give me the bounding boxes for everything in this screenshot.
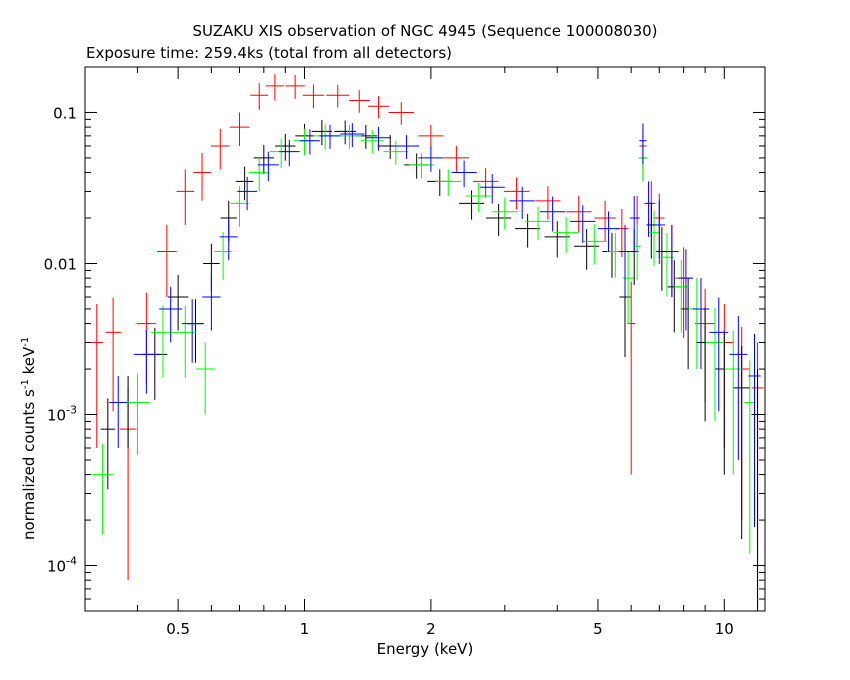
y-tick-label: 0.1 <box>53 104 77 122</box>
x-axis-label: Energy (keV) <box>376 640 474 658</box>
axes-layer: 0.5 1 2 5 10 10-4 10-3 0.01 0.1 <box>44 66 766 638</box>
chart-title: SUZAKU XIS observation of NGC 4945 (Sequ… <box>192 22 658 40</box>
plot-frame <box>84 66 766 612</box>
y-tick-label: 10-3 <box>47 404 77 425</box>
x-tick-label: 10 <box>715 620 734 638</box>
y-axis-label: normalized counts s-1 keV-1 <box>20 337 38 540</box>
y-tick-label: 10-4 <box>47 555 77 576</box>
series-2 <box>91 124 757 554</box>
y-axis-label-exp1: -1 <box>20 379 31 390</box>
x-tick-label: 5 <box>593 620 603 638</box>
y-axis-label-text: normalized counts s <box>20 389 38 540</box>
x-tick-label: 2 <box>426 620 436 638</box>
x-tick-label: 0.5 <box>166 620 190 638</box>
series-layer <box>90 73 764 611</box>
series-0 <box>90 73 764 611</box>
y-axis-label-unit: keV <box>20 346 38 380</box>
chart-subtitle: Exposure time: 259.4ks (total from all d… <box>86 44 453 62</box>
y-tick-label: 0.01 <box>44 255 77 273</box>
y-axis-label-exp2: -1 <box>20 336 31 347</box>
x-tick-label: 1 <box>300 620 310 638</box>
series-3 <box>109 123 761 527</box>
series-1 <box>100 119 764 611</box>
